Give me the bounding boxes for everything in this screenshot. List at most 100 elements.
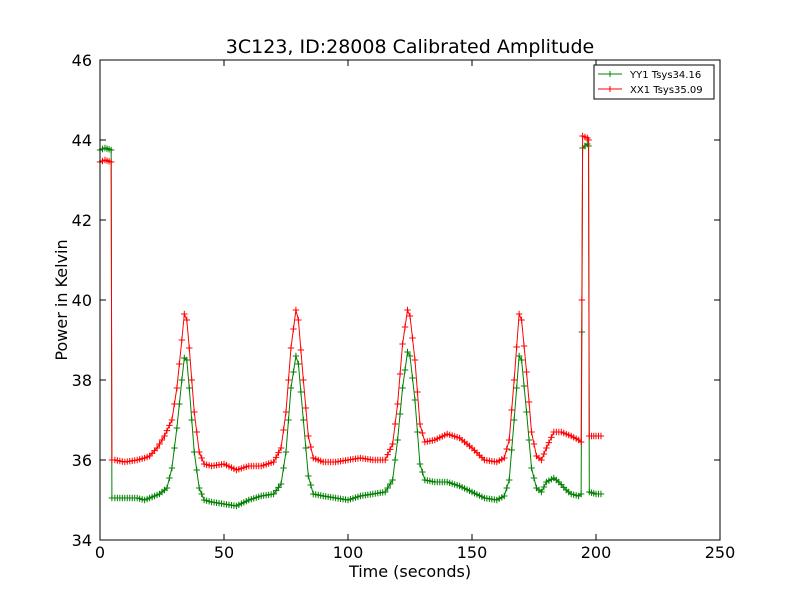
legend: YY1 Tsys34.16 XX1 Tsys35.09 — [593, 64, 715, 100]
data-point — [503, 445, 510, 453]
data-point — [538, 456, 545, 464]
data-point — [525, 398, 533, 406]
data-point — [399, 384, 406, 392]
data-point — [171, 444, 178, 452]
data-point — [166, 422, 173, 429]
data-point — [191, 408, 198, 416]
y-tick-label: 42 — [72, 211, 92, 230]
data-point — [270, 458, 277, 466]
data-point — [107, 158, 115, 166]
data-point — [171, 400, 178, 408]
data-point — [523, 368, 530, 376]
data-point — [389, 476, 396, 484]
data-point — [275, 484, 282, 491]
data-point — [540, 483, 548, 491]
data-point — [297, 388, 305, 396]
data-point — [513, 384, 520, 392]
axis-ticks: 0 50 100 150 200 250 34 36 38 40 42 44 46 — [72, 51, 736, 562]
data-point — [506, 436, 513, 444]
data-point — [307, 481, 314, 489]
data-point — [508, 446, 515, 454]
data-point — [394, 436, 401, 444]
data-point — [501, 454, 508, 462]
data-point — [173, 424, 181, 432]
data-point — [183, 316, 190, 324]
data-point — [270, 490, 277, 498]
data-point — [302, 444, 310, 452]
data-point — [520, 382, 528, 390]
data-point — [530, 474, 538, 482]
y-tick-label: 44 — [72, 131, 92, 150]
y-axis-label: Power in Kelvin — [52, 239, 71, 360]
data-point — [107, 146, 115, 154]
data-point — [597, 490, 605, 498]
data-point — [528, 428, 535, 436]
data-point — [501, 492, 508, 500]
data-point — [409, 374, 416, 382]
data-point — [401, 323, 409, 331]
data-point — [409, 334, 416, 342]
data-point — [406, 352, 414, 360]
data-point — [292, 352, 300, 360]
data-point — [280, 464, 287, 472]
data-point — [287, 344, 295, 352]
data-point — [419, 468, 426, 476]
data-point — [543, 444, 550, 452]
y-tick-label: 40 — [72, 291, 92, 310]
data-point — [287, 384, 295, 392]
data-point — [386, 446, 394, 453]
data-point — [280, 426, 287, 434]
data-point — [163, 484, 171, 492]
data-point — [414, 428, 421, 436]
x-tick-label: 100 — [333, 543, 364, 562]
data-point — [386, 480, 394, 488]
data-point — [540, 450, 548, 458]
data-point — [183, 356, 190, 364]
legend-marker — [607, 71, 613, 77]
data-point — [297, 346, 305, 354]
legend-box — [593, 64, 715, 100]
data-point — [416, 460, 424, 468]
data-point — [181, 310, 188, 318]
data-point — [302, 404, 310, 412]
data-point — [295, 360, 302, 368]
data-point — [523, 408, 530, 416]
data-point — [196, 448, 203, 456]
data-point — [518, 356, 525, 364]
data-point — [178, 376, 186, 384]
data-point — [198, 454, 205, 462]
data-point — [506, 476, 513, 484]
data-point — [275, 449, 282, 456]
data-point — [158, 436, 166, 444]
data-point — [525, 436, 533, 444]
data-point — [518, 316, 525, 324]
legend-marker — [607, 86, 613, 92]
data-point — [305, 432, 312, 440]
legend-label: YY1 Tsys34.16 — [629, 70, 701, 81]
data-point — [577, 490, 585, 498]
data-point — [173, 384, 181, 392]
data-point — [277, 480, 285, 488]
data-point — [290, 325, 297, 333]
data-point — [513, 343, 520, 351]
data-point — [176, 360, 183, 368]
data-point — [389, 440, 396, 448]
data-point — [508, 406, 515, 414]
data-point — [404, 306, 411, 314]
data-point — [292, 306, 300, 314]
data-point — [300, 376, 307, 384]
data-point — [406, 312, 414, 320]
x-tick-label: 0 — [95, 543, 105, 562]
data-point — [399, 340, 406, 348]
data-point — [401, 366, 409, 374]
data-point — [161, 432, 168, 440]
data-point — [282, 448, 290, 456]
legend-entry: XX1 Tsys35.09 — [598, 85, 703, 96]
chart-title: 3C123, ID:28008 Calibrated Amplitude — [226, 36, 594, 58]
y-tick-label: 36 — [72, 451, 92, 470]
data-point — [193, 428, 200, 436]
y-tick-label: 46 — [72, 51, 92, 70]
data-point — [382, 456, 389, 464]
data-point — [578, 296, 586, 304]
